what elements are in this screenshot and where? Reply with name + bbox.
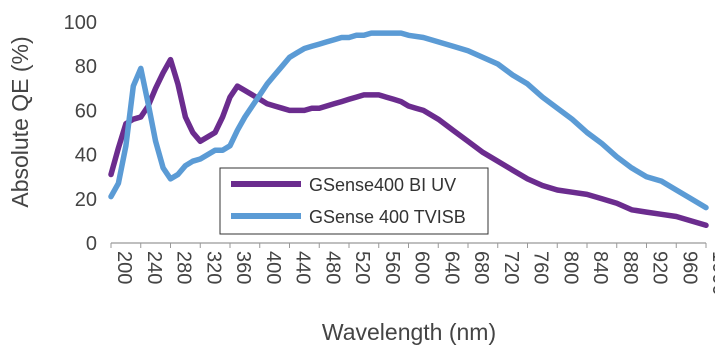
x-tick-label-7: 480 xyxy=(321,251,343,284)
x-tick-label-9: 560 xyxy=(381,251,403,284)
y-axis-title: Absolute QE (%) xyxy=(7,36,33,207)
legend-label-series-0: GSense400 BI UV xyxy=(309,175,456,195)
x-tick-label-11: 640 xyxy=(440,251,462,284)
y-tick-label-1: 20 xyxy=(75,189,97,211)
y-tick-label-0: 0 xyxy=(86,233,97,255)
x-tick-label-20: 1000 xyxy=(708,251,715,296)
y-tick-label-2: 40 xyxy=(75,145,97,167)
series-line-1 xyxy=(108,30,709,211)
series-layer xyxy=(108,30,709,229)
x-tick-label-6: 440 xyxy=(292,251,314,284)
legend-box xyxy=(219,167,489,235)
x-tick-label-15: 800 xyxy=(559,251,581,284)
x-tick-label-10: 600 xyxy=(411,251,433,284)
x-tick-label-5: 400 xyxy=(262,251,284,284)
x-tick-label-13: 720 xyxy=(500,251,522,284)
y-tick-label-3: 60 xyxy=(75,100,97,122)
x-tick-label-3: 320 xyxy=(202,251,224,284)
y-tick-label-5: 100 xyxy=(64,12,97,34)
x-tick-label-12: 680 xyxy=(470,251,492,284)
x-tick-label-16: 840 xyxy=(589,251,611,284)
x-tick-label-19: 960 xyxy=(678,251,700,284)
x-tick-label-18: 920 xyxy=(649,251,671,284)
x-tick-label-0: 200 xyxy=(113,251,135,284)
legend: GSense400 BI UV GSense 400 TVISB xyxy=(219,167,489,235)
x-tick-label-8: 520 xyxy=(351,251,373,284)
x-tick-label-1: 240 xyxy=(143,251,165,284)
y-tick-label-4: 80 xyxy=(75,56,97,78)
legend-label-series-1: GSense 400 TVISB xyxy=(309,207,466,227)
x-tick-label-4: 360 xyxy=(232,251,254,284)
series-line-0 xyxy=(108,56,709,229)
x-tick-label-2: 280 xyxy=(173,251,195,284)
x-tick-label-14: 760 xyxy=(530,251,552,284)
x-axis-title: Wavelength (nm) xyxy=(322,319,496,345)
x-axis-ticks: 200 240 280 320 360 400 440 480 520 560 600 640 680 7… xyxy=(110,243,715,296)
y-axis-ticks: 0 20 40 60 80 100 xyxy=(64,12,97,255)
x-tick-label-17: 880 xyxy=(619,251,641,284)
